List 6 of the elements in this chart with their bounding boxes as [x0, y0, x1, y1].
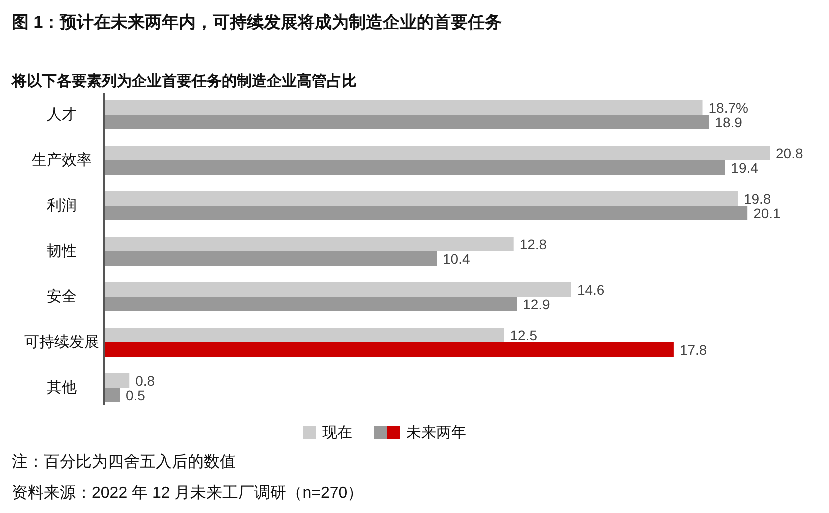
annotation: 注：百分比为四舍五入后的数值 [12, 454, 236, 471]
annotation: 资料来源：2022 年 12 月未来工厂调研（n=270） [12, 485, 364, 502]
legend-label: 现在 [322, 424, 352, 442]
legend-label: 未来两年 [406, 424, 466, 442]
title: 图 1：预计在未来两年内，可持续发展将成为制造企业的首要任务 [12, 13, 502, 32]
subtitle: 将以下各要素列为企业首要任务的制造企业高管占比 [12, 73, 357, 90]
